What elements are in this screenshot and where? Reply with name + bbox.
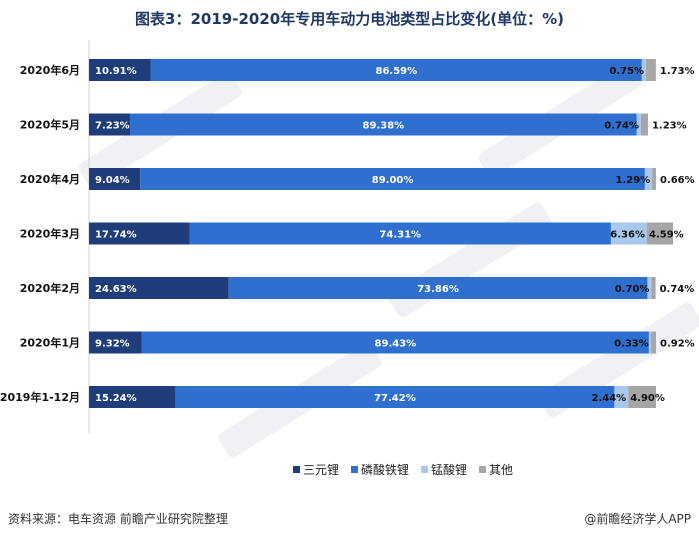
legend-label: 其他 <box>489 463 513 477</box>
bar-segment <box>89 386 176 408</box>
category-label: 2020年2月 <box>20 281 80 295</box>
bar-segment <box>89 59 151 81</box>
data-label: 86.59% <box>376 66 418 77</box>
data-label: 74.31% <box>379 230 421 241</box>
legend-swatch <box>351 466 358 473</box>
bar-segment <box>628 386 656 408</box>
data-label: 89.43% <box>375 339 417 350</box>
bar-segment <box>610 222 647 245</box>
source-note: 资料来源：电车资源 前瞻产业研究院整理 <box>8 512 228 526</box>
bar-segment <box>175 386 615 408</box>
bar-segment <box>129 113 637 136</box>
data-label: 0.74% <box>604 121 639 132</box>
legend-swatch <box>421 466 428 473</box>
data-label: 6.36% <box>610 230 645 241</box>
legend-label: 三元锂 <box>303 462 339 477</box>
data-label: 0.74% <box>660 284 695 295</box>
bar-segment <box>640 113 648 136</box>
bar-segment <box>89 222 190 245</box>
data-label: 7.23% <box>95 121 130 132</box>
bar-segment <box>228 277 648 299</box>
legend: 三元锂 磷酸铁锂 锰酸锂 其他 <box>293 462 513 477</box>
data-label: 1.23% <box>652 121 687 132</box>
data-label: 9.04% <box>95 175 130 186</box>
category-label: 2020年3月 <box>20 227 80 241</box>
bar-segment <box>614 386 629 408</box>
data-label: 24.63% <box>95 284 137 295</box>
bar-segment <box>652 168 656 190</box>
category-label: 2020年1月 <box>20 336 80 350</box>
bar-segment <box>650 331 656 354</box>
data-label: 10.91% <box>95 66 137 77</box>
bar-segment <box>644 168 653 190</box>
data-label: 0.70% <box>615 284 650 295</box>
legend-swatch <box>479 466 486 473</box>
data-label: 4.90% <box>630 393 665 404</box>
chart-title: 图表3：2019-2020年专用车动力电池类型占比变化(单位：%) <box>135 10 564 28</box>
legend-swatch <box>293 466 300 473</box>
bar-segment <box>140 168 645 190</box>
legend-label: 磷酸铁锂 <box>361 462 409 477</box>
data-label: 1.73% <box>660 66 695 77</box>
data-label: 77.42% <box>374 393 416 404</box>
bar-segment <box>89 277 229 299</box>
data-label: 2.44% <box>592 393 627 404</box>
bar-segment <box>189 222 611 245</box>
data-label: 17.74% <box>95 230 137 241</box>
data-label: 89.00% <box>372 175 414 186</box>
bar-segment <box>646 59 656 81</box>
data-label: 4.59% <box>649 230 684 241</box>
bar-segment <box>150 59 642 81</box>
bar-segment <box>89 331 142 354</box>
data-label: 73.86% <box>417 284 459 295</box>
category-label: 2020年6月 <box>20 63 80 77</box>
bar-segment <box>647 277 652 299</box>
watermark-band <box>388 202 552 318</box>
bars-layer: 2020年6月 10.91% 86.59% 0.75% 1.73% 2020年5月 7.23… <box>0 59 695 408</box>
brand-credit: @前瞻经济学人APP <box>584 512 691 526</box>
data-label: 0.66% <box>660 175 695 186</box>
bar-segment <box>89 113 130 136</box>
legend-label: 锰酸锂 <box>431 462 467 477</box>
data-label: 0.75% <box>609 66 644 77</box>
bar-segment <box>646 222 674 245</box>
data-label: 1.29% <box>615 175 650 186</box>
category-label: 2019年1-12月 <box>0 390 80 404</box>
data-label: 0.33% <box>614 339 649 350</box>
data-label: 9.32% <box>95 339 130 350</box>
data-label: 89.38% <box>363 121 405 132</box>
bar-segment <box>651 277 656 299</box>
data-label: 15.24% <box>95 393 137 404</box>
bar-segment <box>648 331 651 354</box>
bar-segment <box>636 113 641 136</box>
category-label: 2020年5月 <box>20 118 80 132</box>
category-label: 2020年4月 <box>20 172 80 186</box>
bar-segment <box>141 331 649 354</box>
bar-segment <box>641 59 647 81</box>
data-label: 0.92% <box>660 339 695 350</box>
bar-segment <box>89 168 141 190</box>
